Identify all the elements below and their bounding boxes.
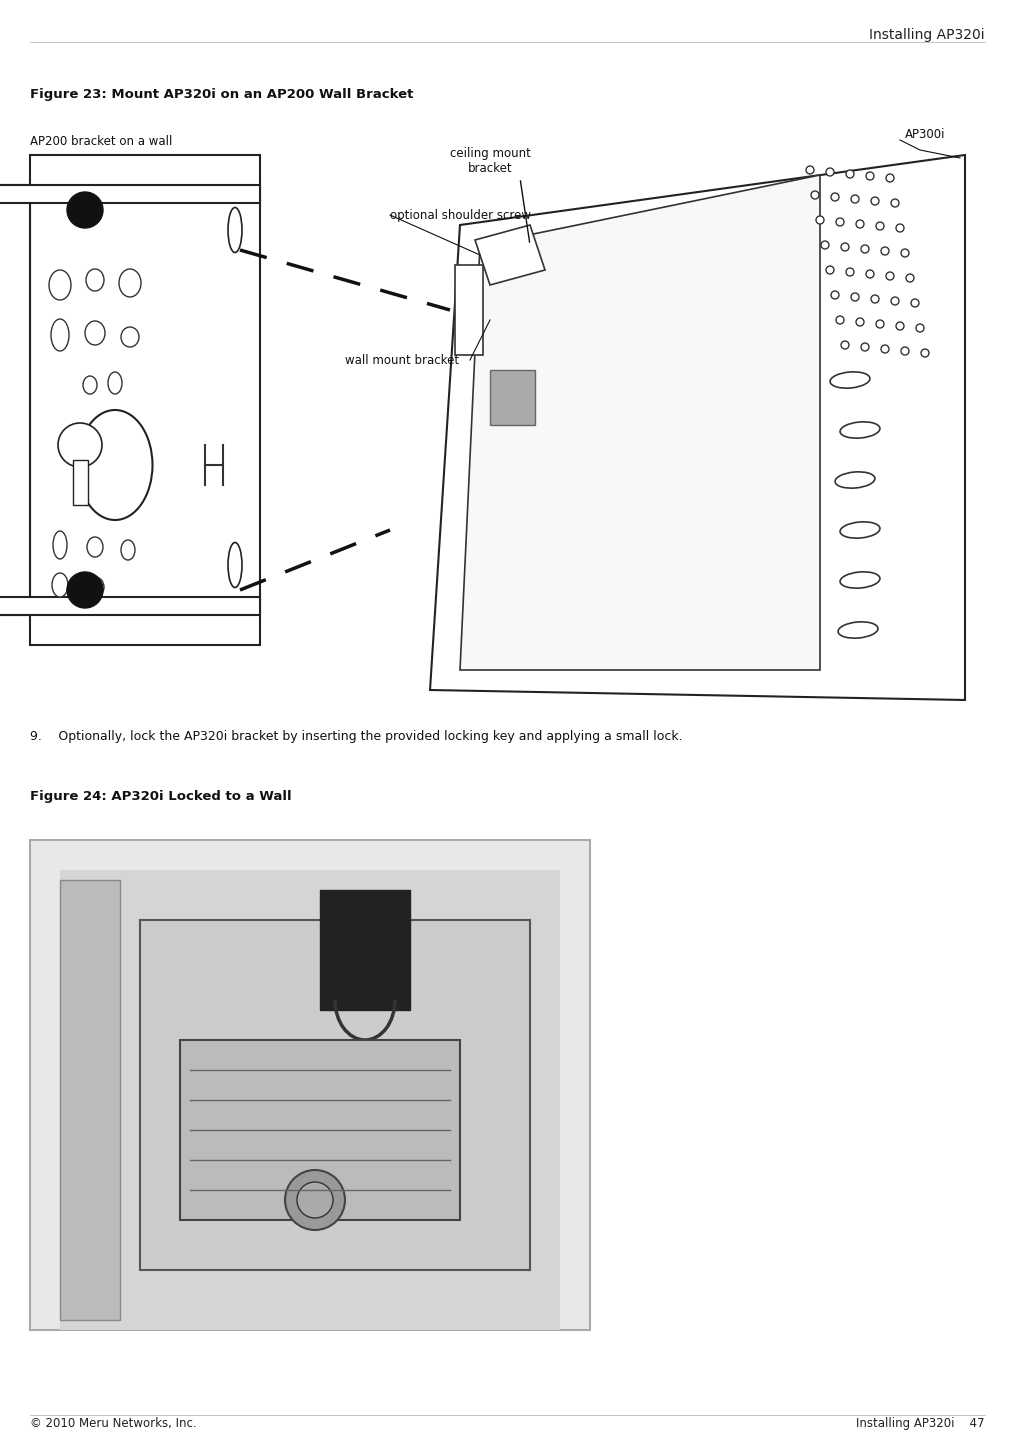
Circle shape — [851, 195, 859, 203]
Circle shape — [826, 168, 834, 176]
Circle shape — [831, 193, 839, 200]
Ellipse shape — [840, 423, 880, 439]
Bar — [0, 184, 260, 203]
Circle shape — [836, 317, 844, 324]
Circle shape — [285, 1170, 345, 1230]
Circle shape — [876, 319, 884, 328]
Circle shape — [297, 1182, 333, 1218]
Circle shape — [67, 192, 103, 228]
Text: wall mount bracket: wall mount bracket — [345, 353, 459, 366]
Text: AP300i: AP300i — [905, 128, 945, 141]
Bar — [320, 890, 410, 1011]
Ellipse shape — [840, 572, 880, 588]
Circle shape — [816, 216, 824, 224]
Ellipse shape — [49, 270, 71, 301]
Circle shape — [861, 245, 869, 253]
Circle shape — [821, 241, 829, 248]
Text: optional shoulder screw: optional shoulder screw — [390, 209, 531, 222]
Circle shape — [901, 248, 909, 257]
Circle shape — [58, 423, 102, 468]
Circle shape — [901, 347, 909, 354]
Circle shape — [806, 166, 814, 174]
Ellipse shape — [228, 543, 242, 588]
Polygon shape — [430, 155, 966, 700]
Ellipse shape — [835, 472, 875, 488]
Text: Figure 23: Mount AP320i on an AP200 Wall Bracket: Figure 23: Mount AP320i on an AP200 Wall… — [30, 89, 413, 102]
Circle shape — [881, 346, 889, 353]
Ellipse shape — [86, 576, 104, 597]
Circle shape — [891, 298, 899, 305]
Circle shape — [871, 295, 879, 303]
Ellipse shape — [51, 319, 69, 351]
Circle shape — [916, 324, 924, 333]
Circle shape — [871, 197, 879, 205]
Circle shape — [831, 290, 839, 299]
Bar — [490, 370, 535, 425]
Circle shape — [846, 269, 854, 276]
Bar — [140, 921, 530, 1270]
Ellipse shape — [121, 540, 135, 560]
Circle shape — [851, 293, 859, 301]
Bar — [455, 266, 483, 354]
Circle shape — [911, 299, 919, 306]
Circle shape — [886, 174, 894, 182]
Ellipse shape — [85, 321, 105, 346]
Circle shape — [876, 222, 884, 229]
Ellipse shape — [119, 269, 141, 298]
Text: ceiling mount
bracket: ceiling mount bracket — [450, 147, 531, 176]
Bar — [30, 841, 590, 1330]
Circle shape — [866, 270, 874, 277]
Circle shape — [841, 341, 849, 348]
Bar — [30, 155, 260, 645]
Circle shape — [67, 572, 103, 608]
Circle shape — [886, 272, 894, 280]
Circle shape — [836, 218, 844, 227]
Bar — [0, 184, 30, 616]
Circle shape — [896, 224, 904, 232]
Text: Figure 24: AP320i Locked to a Wall: Figure 24: AP320i Locked to a Wall — [30, 790, 291, 803]
Circle shape — [906, 274, 914, 282]
Circle shape — [866, 171, 874, 180]
Bar — [60, 870, 560, 1330]
Circle shape — [846, 170, 854, 179]
Circle shape — [881, 247, 889, 256]
Circle shape — [826, 266, 834, 274]
Text: AP200 bracket on a wall: AP200 bracket on a wall — [30, 135, 172, 148]
Polygon shape — [475, 225, 545, 285]
Text: 9.  Optionally, lock the AP320i bracket by inserting the provided locking key an: 9. Optionally, lock the AP320i bracket b… — [30, 730, 682, 743]
Circle shape — [841, 242, 849, 251]
Bar — [73, 460, 88, 505]
Circle shape — [896, 322, 904, 330]
Ellipse shape — [228, 208, 242, 253]
Text: Installing AP320i    47: Installing AP320i 47 — [856, 1417, 985, 1430]
Text: © 2010 Meru Networks, Inc.: © 2010 Meru Networks, Inc. — [30, 1417, 196, 1430]
Ellipse shape — [78, 409, 153, 520]
Ellipse shape — [838, 621, 878, 639]
Polygon shape — [460, 176, 820, 669]
Bar — [60, 880, 120, 1320]
Ellipse shape — [830, 372, 869, 388]
Text: Installing AP320i: Installing AP320i — [869, 28, 985, 42]
Circle shape — [856, 318, 864, 327]
Ellipse shape — [840, 521, 880, 539]
Circle shape — [861, 343, 869, 351]
Ellipse shape — [87, 537, 103, 558]
Ellipse shape — [86, 269, 104, 290]
Circle shape — [891, 199, 899, 208]
Ellipse shape — [121, 327, 139, 347]
Circle shape — [856, 221, 864, 228]
Ellipse shape — [52, 574, 68, 597]
Circle shape — [811, 192, 819, 199]
Ellipse shape — [53, 531, 67, 559]
Bar — [0, 597, 260, 616]
Ellipse shape — [108, 372, 122, 393]
Ellipse shape — [83, 376, 97, 393]
Circle shape — [921, 348, 929, 357]
Bar — [180, 1040, 460, 1220]
